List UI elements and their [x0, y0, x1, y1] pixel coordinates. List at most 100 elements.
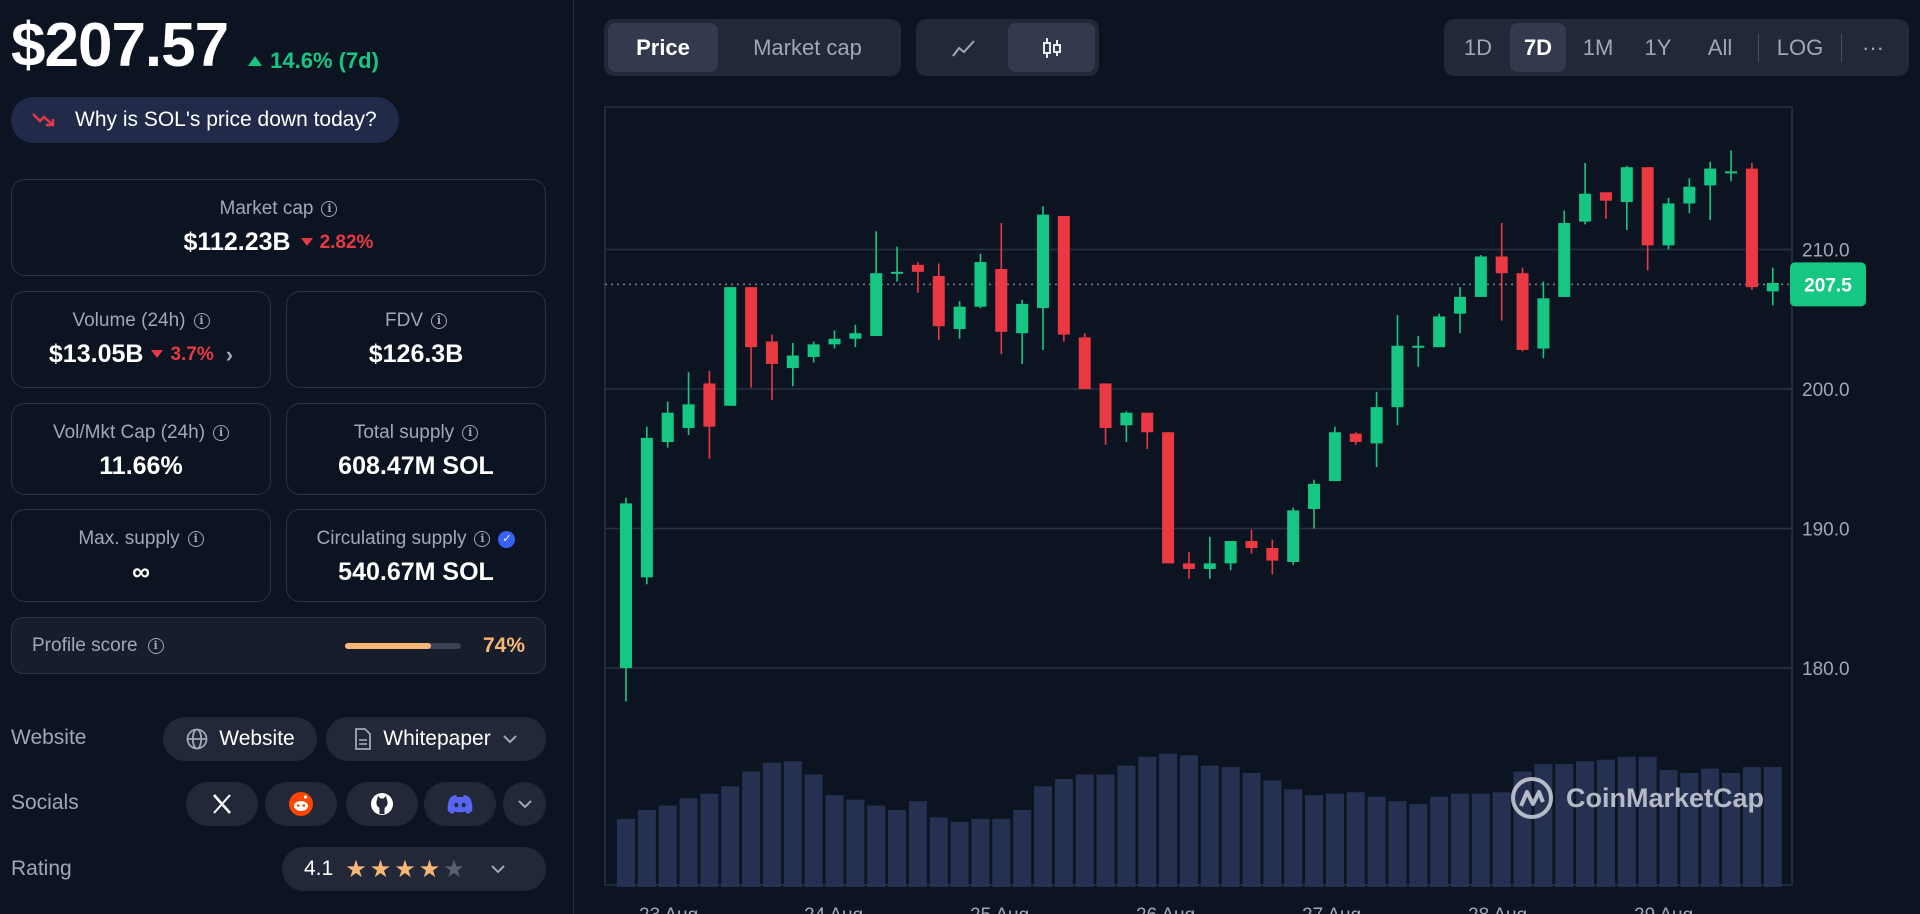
more-options-button[interactable]: ···	[1862, 34, 1884, 60]
vol-mkt-cap-label: Vol/Mkt Cap (24h)	[52, 422, 206, 443]
market-cap-value: $112.23B	[183, 228, 291, 256]
volume-bar	[1659, 770, 1678, 887]
volume-bar	[658, 805, 677, 887]
info-icon[interactable]: i	[474, 531, 491, 547]
volume-bar	[1388, 801, 1407, 887]
whitepaper-button-label: Whitepaper	[383, 727, 491, 750]
triangle-down-icon	[151, 350, 164, 359]
volume-bar	[1763, 767, 1782, 887]
github-button[interactable]	[346, 782, 418, 826]
volume-label-row: Volume (24h) i	[12, 310, 270, 332]
volume-bar	[1138, 756, 1157, 887]
volume-bar	[1242, 773, 1261, 887]
volume-bar	[867, 805, 886, 887]
whitepaper-button[interactable]: Whitepaper	[326, 717, 546, 761]
triangle-up-icon	[248, 56, 263, 66]
price-header: $207.57 14.6% (7d)	[11, 10, 379, 81]
candle-body	[724, 287, 737, 406]
candle-body	[1558, 222, 1571, 297]
rating-value: 4.1	[304, 857, 334, 880]
rating-stars: ★ ★ ★ ★ ★	[345, 855, 465, 884]
candle-body	[703, 383, 716, 427]
candle-body	[1474, 256, 1487, 297]
profile-score-label-row: Profile score i	[32, 635, 164, 657]
candle-body	[682, 404, 695, 429]
range-option[interactable]: 1M	[1582, 34, 1614, 60]
volume-card[interactable]: Volume (24h) i $13.05B 3.7% ›	[11, 291, 271, 388]
range-option[interactable]: 7D	[1510, 23, 1566, 72]
candle-body	[640, 437, 653, 578]
candle-body	[911, 264, 924, 272]
candle-body	[828, 338, 841, 345]
candlestick-chart-button[interactable]	[1008, 23, 1095, 72]
circulating-supply-label: Circulating supply	[316, 528, 467, 549]
socials-expand-button[interactable]	[503, 782, 546, 826]
vol-mkt-cap-value: 11.66%	[99, 452, 183, 480]
market-cap-label-row: Market cap i	[12, 198, 545, 220]
chevron-right-icon[interactable]: ›	[225, 341, 234, 367]
candle-body	[786, 355, 799, 369]
divider	[1841, 33, 1842, 62]
reddit-button[interactable]	[265, 782, 337, 826]
max-supply-value: ∞	[132, 558, 150, 586]
candle-body	[661, 412, 674, 443]
range-option[interactable]: 1D	[1463, 34, 1493, 60]
price-candlestick-chart[interactable]: 210.0 200.0 190.0 180.0 207.5 23 Aug 24 Aug 25 …	[604, 105, 1870, 914]
website-button-label: Website	[219, 727, 295, 750]
info-icon[interactable]: i	[431, 313, 447, 329]
info-icon[interactable]: i	[462, 425, 479, 441]
chart-frame	[604, 106, 1793, 886]
volume-bar	[1555, 764, 1574, 887]
candle-body	[1391, 345, 1404, 408]
vol-mkt-cap-label-row: Vol/Mkt Cap (24h) i	[12, 422, 270, 444]
rating-dropdown[interactable]: 4.1 ★ ★ ★ ★ ★	[282, 847, 546, 891]
info-icon[interactable]: i	[213, 425, 230, 441]
document-icon	[355, 728, 372, 750]
volume-bar	[804, 774, 823, 887]
volume-bar	[888, 810, 907, 887]
volume-bar	[992, 818, 1011, 887]
info-icon[interactable]: i	[147, 637, 164, 654]
watermark-text: CoinMarketCap	[1566, 782, 1765, 813]
trend-down-icon	[32, 113, 55, 127]
x-twitter-button[interactable]	[186, 782, 258, 826]
range-option[interactable]: 1Y	[1644, 34, 1672, 60]
price-change-7d: 14.6% (7d)	[248, 48, 379, 74]
total-supply-label-row: Total supply i	[287, 422, 545, 444]
log-scale-button[interactable]: LOG	[1776, 34, 1824, 60]
market-cap-change-text: 2.82%	[319, 231, 374, 253]
globe-icon	[186, 728, 208, 750]
star-icon: ★	[443, 855, 465, 883]
volume-bar	[1701, 768, 1720, 887]
candle-body	[1516, 273, 1529, 350]
range-option[interactable]: All	[1707, 34, 1733, 60]
candle-body	[932, 276, 945, 327]
volume-bar	[1409, 804, 1428, 887]
info-icon[interactable]: i	[187, 531, 204, 547]
website-button[interactable]: Website	[163, 717, 317, 761]
y-tick-label: 200.0	[1802, 380, 1850, 401]
discord-icon	[447, 795, 473, 814]
market-cap-card[interactable]: Market cap i $112.23B 2.82%	[11, 179, 546, 276]
volume-change: 3.7%	[151, 344, 214, 366]
volume-bar	[1722, 773, 1741, 887]
info-icon[interactable]: i	[193, 313, 210, 329]
profile-score-bar[interactable]: Profile score i 74%	[11, 617, 546, 674]
max-supply-label: Max. supply	[78, 528, 180, 549]
chevron-down-icon	[491, 865, 505, 874]
why-price-down-button[interactable]: Why is SOL's price down today?	[11, 97, 399, 143]
tab-price[interactable]: Price	[608, 23, 718, 72]
volume-bar	[762, 762, 781, 887]
candle-body	[1016, 303, 1029, 334]
discord-button[interactable]	[424, 782, 496, 826]
triangle-down-icon	[300, 238, 313, 247]
candle-body	[1266, 548, 1279, 561]
info-icon[interactable]: i	[321, 201, 338, 217]
y-tick-label: 210.0	[1802, 241, 1850, 262]
current-price-badge-label: 207.5	[1804, 275, 1852, 296]
candle-body	[953, 306, 966, 330]
candle-body	[1495, 256, 1508, 274]
line-chart-button[interactable]	[920, 23, 1008, 72]
tab-market-cap[interactable]: Market cap	[753, 34, 862, 60]
volume-bar	[637, 810, 656, 887]
